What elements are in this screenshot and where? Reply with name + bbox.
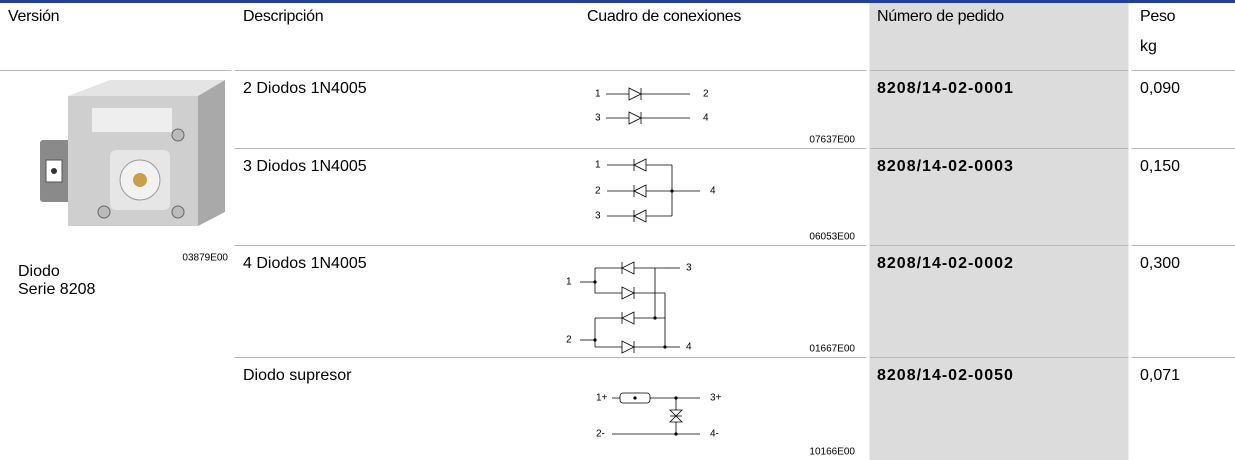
terminal-label: 4 [710,186,716,197]
weight: 0,150 [1140,158,1181,175]
separators [0,70,1235,358]
junction [593,280,597,284]
order-number: 8208/14-02-0001 [877,80,1014,97]
diagram-code: 07637E00 [809,135,855,146]
terminal-label: 4 [686,342,692,353]
diagram-code: 10166E00 [809,447,855,458]
terminal-label: 4 [703,113,709,124]
column-gaps [231,3,1132,460]
terminal-label: 1+ [596,393,608,404]
diode [633,209,647,223]
junction [593,338,597,342]
header: Peso [1140,8,1176,25]
header: Versión [8,8,60,25]
diagram-code: 06053E00 [809,232,855,243]
diode [621,311,635,325]
diagram-code: 01667E00 [809,344,855,355]
diode [633,158,647,172]
terminal-label: 1 [595,89,601,100]
description: 4 Diodos 1N4005 [243,255,367,272]
terminal-label: 3 [595,211,601,222]
terminal-label: 1 [566,277,572,288]
diode [621,340,635,354]
junction [674,396,678,400]
terminal-label: 1 [595,160,601,171]
device-image [40,80,225,226]
description: 2 Diodos 1N4005 [243,80,367,97]
order-number: 8208/14-02-0003 [877,158,1014,175]
header: Número de pedido [877,8,1004,25]
junction [653,316,657,320]
weight: 0,090 [1140,80,1181,97]
weight-unit: kg [1140,38,1157,55]
terminal-label: 3+ [710,393,722,404]
version-line: Diodo [18,263,60,280]
order-column-bg [868,3,1130,460]
junction [633,396,637,400]
top-rule [0,0,1235,3]
terminal-label: 3 [686,263,692,274]
terminal-label: 2 [703,89,709,100]
terminal-label: 2- [596,429,605,440]
diode [621,261,635,275]
order-number: 8208/14-02-0050 [877,367,1014,384]
description: Diodo supresor [243,367,352,384]
terminal-label: 4- [710,429,719,440]
header: Cuadro de conexiones [587,8,742,25]
header: Descripción [243,8,324,25]
weight: 0,300 [1140,255,1181,272]
weight: 0,071 [1140,367,1181,384]
version-line: Serie 8208 [18,281,96,298]
order-number: 8208/14-02-0002 [877,255,1014,272]
diode [628,111,642,125]
terminal-label: 2 [566,335,572,346]
image-code: 03879E00 [182,253,228,264]
diode [633,184,647,198]
junction [670,189,674,193]
diode [621,286,635,300]
junction [674,432,678,436]
description: 3 Diodos 1N4005 [243,158,367,175]
diode [628,87,642,101]
terminal-label: 3 [595,113,601,124]
terminal-label: 2 [595,186,601,197]
